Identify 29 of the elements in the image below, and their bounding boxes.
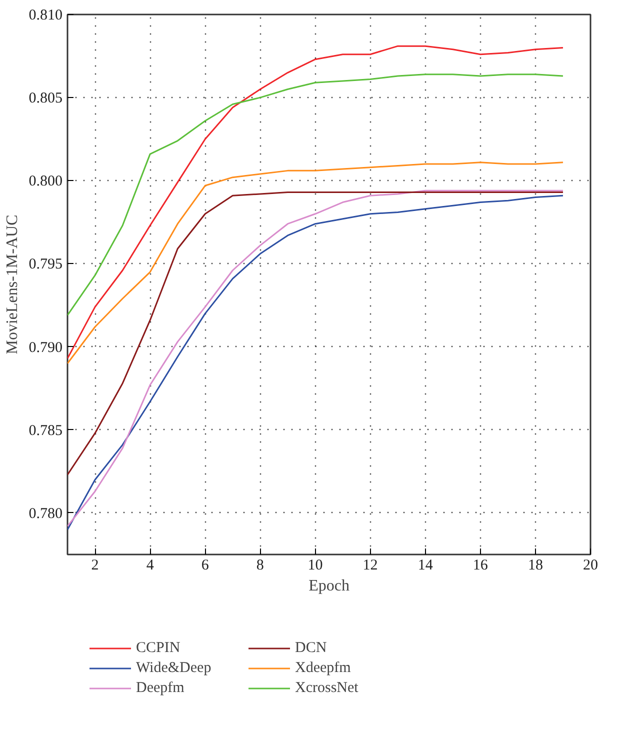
legend-label: Deepfm	[136, 679, 186, 697]
legend-label: XcrossNet	[295, 679, 360, 697]
x-axis-title: Epoch	[308, 578, 350, 594]
x-tick-label: 6	[201, 558, 210, 574]
x-tick-label: 18	[528, 558, 543, 574]
x-tick-label: 10	[308, 558, 323, 574]
x-tick-label: 4	[146, 558, 154, 574]
legend-label: Xdeepfm	[295, 659, 352, 677]
y-axis-title: MovieLens-1M-AUC	[4, 214, 21, 354]
line-series	[68, 45, 564, 360]
y-tick-label: 0.795	[28, 256, 62, 273]
x-tick-label: 20	[583, 558, 598, 574]
x-tick-label: 14	[418, 558, 434, 574]
x-tick-label: 16	[472, 558, 488, 574]
y-tick-label: 0.805	[28, 90, 62, 107]
y-tick-label: 0.780	[28, 506, 62, 522]
line-series	[68, 162, 564, 364]
x-tick-label: 8	[256, 558, 264, 574]
y-tick-label: 0.785	[28, 422, 62, 439]
y-tick-label: 0.810	[28, 8, 62, 24]
x-tick-label: 2	[91, 558, 99, 574]
legend-label: Wide&Deep	[136, 659, 212, 677]
legend-label: DCN	[295, 639, 328, 657]
x-tick-label: 12	[362, 558, 378, 574]
line-series	[68, 74, 564, 316]
line-series	[68, 192, 564, 476]
y-tick-label: 0.790	[28, 340, 62, 356]
y-tick-label: 0.800	[28, 174, 62, 190]
legend-label: CCPIN	[136, 639, 182, 657]
